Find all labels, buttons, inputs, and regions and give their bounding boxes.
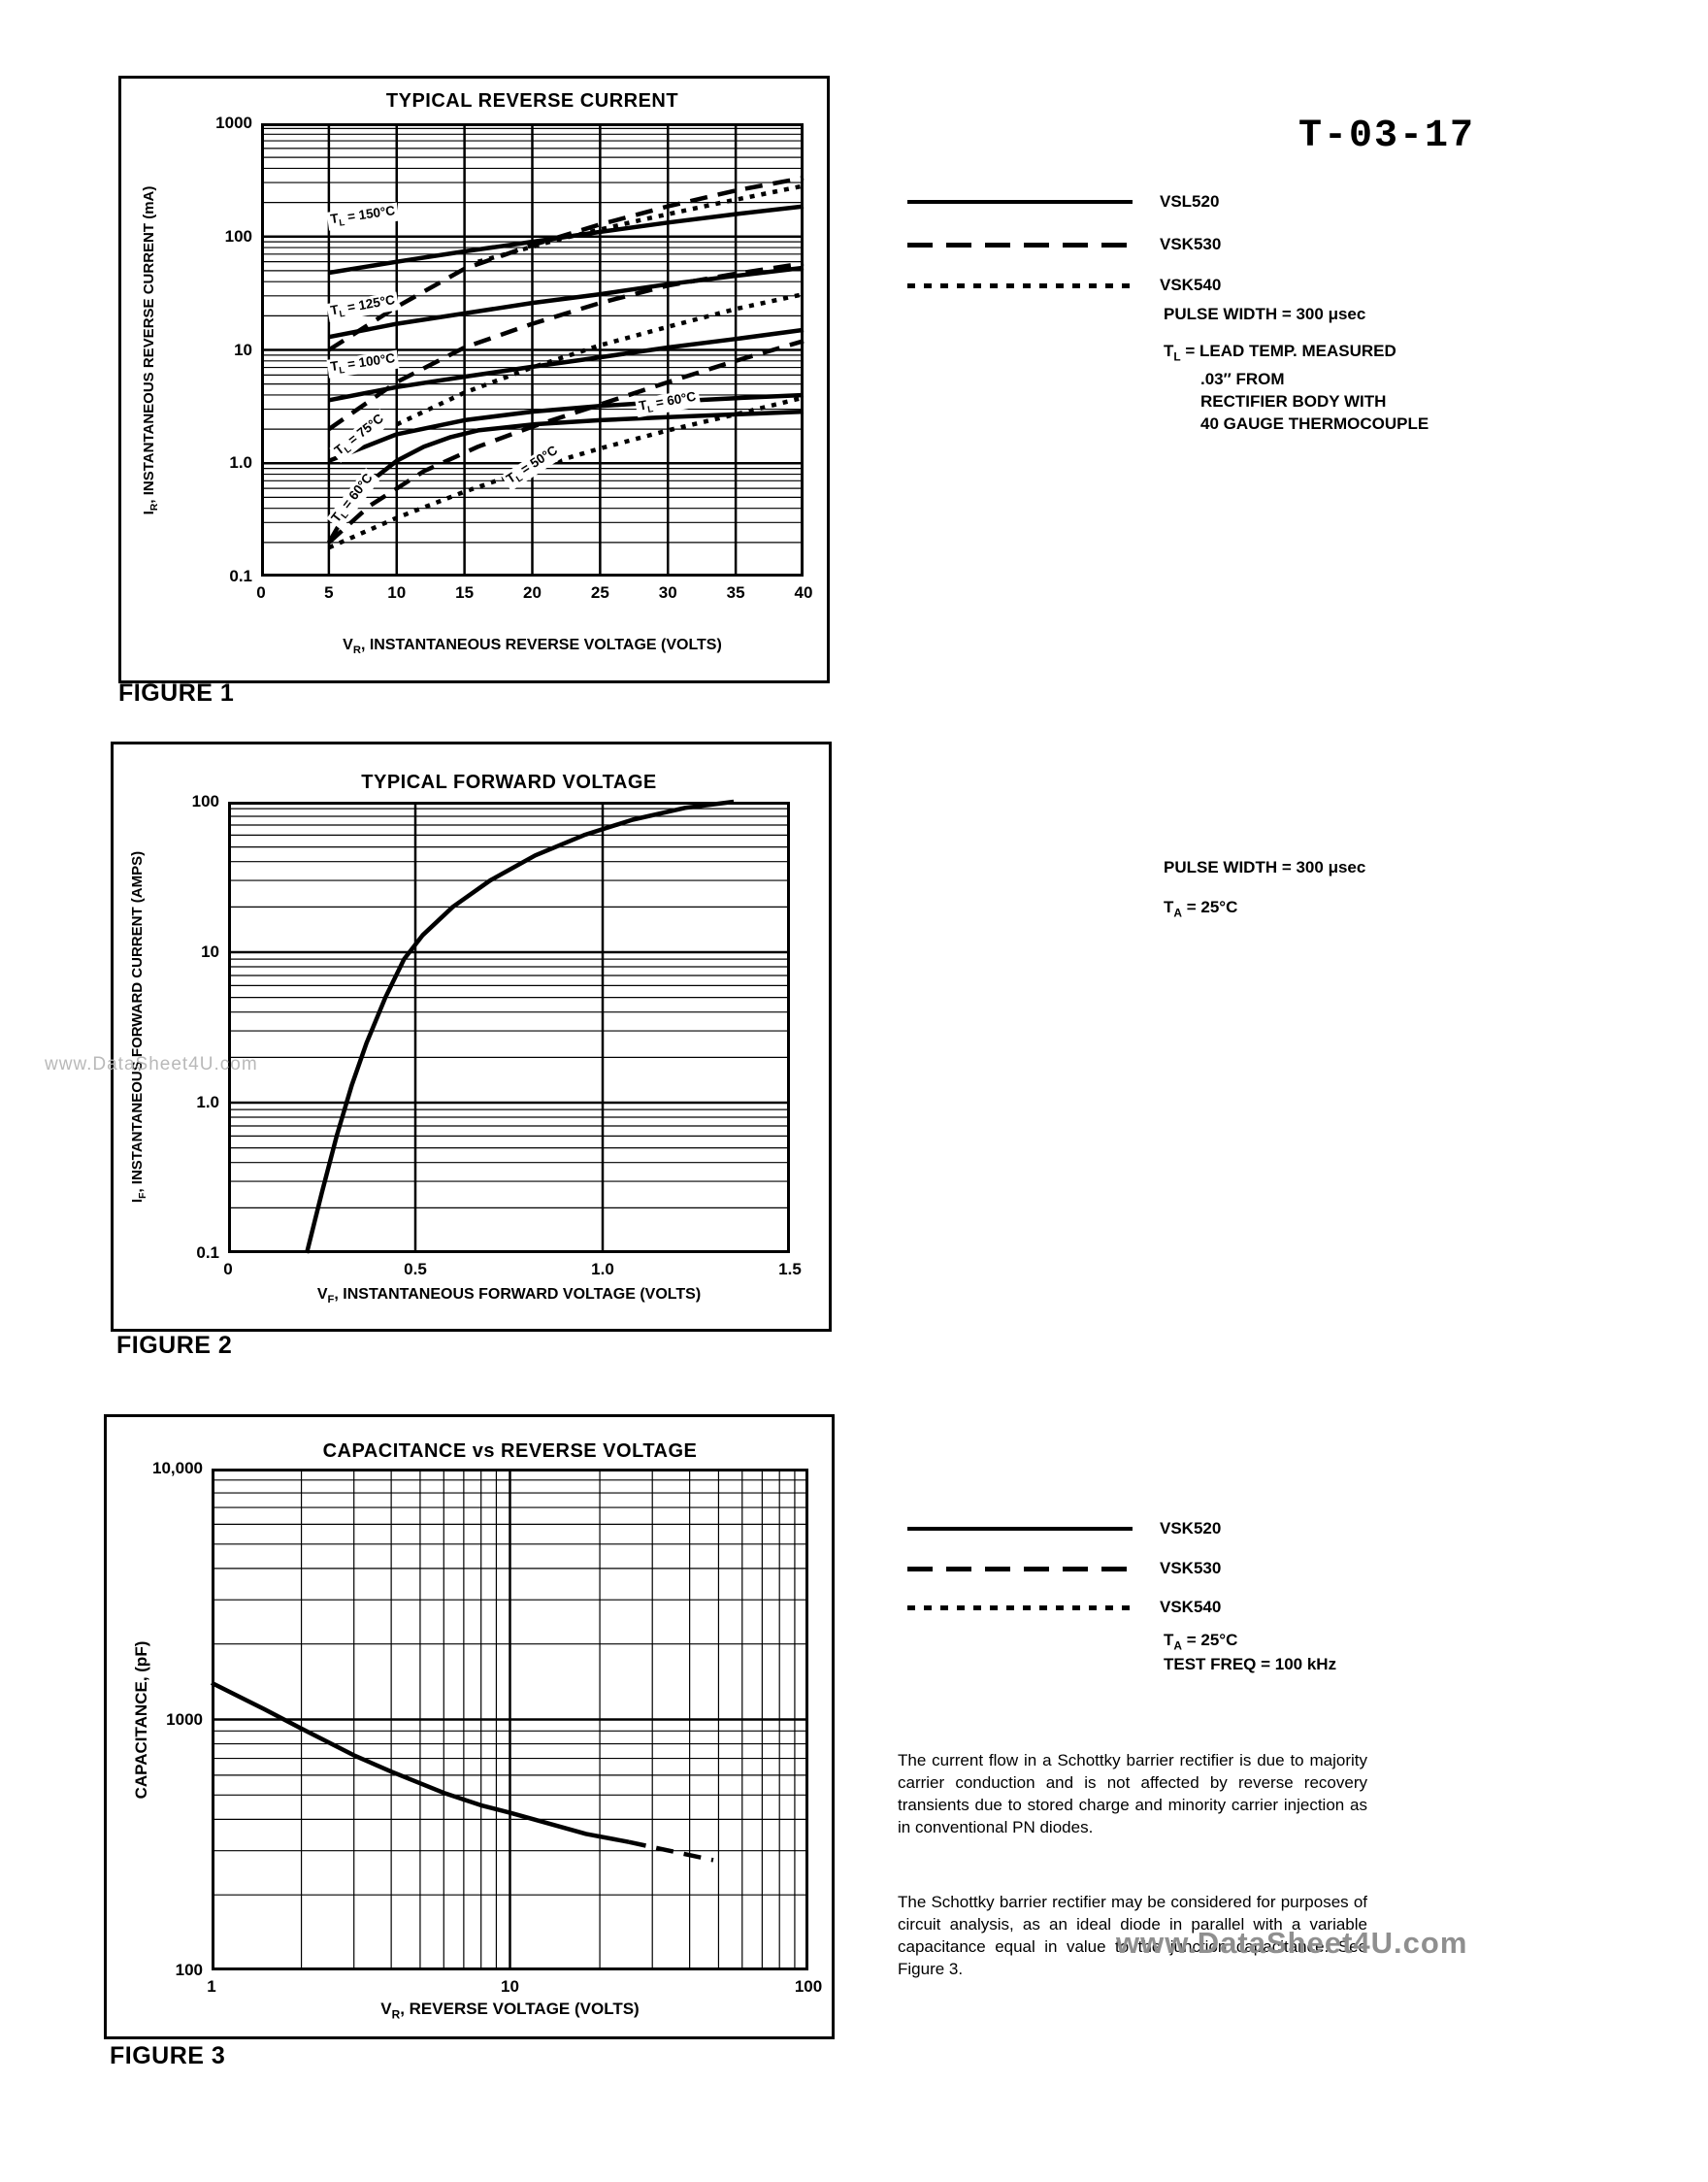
figure1-caption: FIGURE 1 bbox=[118, 679, 235, 707]
figure3-ambient-temp-note: TA = 25°C bbox=[1164, 1631, 1238, 1653]
figure3-caption: FIGURE 3 bbox=[110, 2042, 226, 2069]
figure2-y-axis-label: IF, INSTANTANEOUS FORWARD CURRENT (AMPS) bbox=[129, 850, 148, 1204]
y-tick-label: 1.0 bbox=[196, 1093, 219, 1111]
legend-label: VSK530 bbox=[1160, 1559, 1222, 1577]
figure3-x-axis-label: VR, REVERSE VOLTAGE (VOLTS) bbox=[380, 2000, 640, 2022]
figure1-legend-row-vsk530: VSK530 bbox=[907, 233, 1221, 256]
watermark-left: www.DataSheet4U.com bbox=[45, 1054, 258, 1074]
x-tick-label: 40 bbox=[794, 583, 813, 602]
figure2-ambient-temp-note: TA = 25°C bbox=[1164, 898, 1238, 920]
x-tick-label: 100 bbox=[794, 1977, 823, 1996]
series-solid bbox=[328, 265, 805, 340]
y-tick-label: 100 bbox=[191, 792, 219, 810]
chart-canvas bbox=[210, 1469, 808, 1970]
figure2-title: TYPICAL FORWARD VOLTAGE bbox=[361, 772, 657, 793]
figure3-legend-row-vsk520: VSK520 bbox=[907, 1517, 1221, 1540]
y-tick-label: 10 bbox=[201, 942, 219, 961]
x-tick-label: 30 bbox=[658, 583, 677, 602]
dotted-line-sample bbox=[907, 1604, 1133, 1610]
figure1-x-axis-label: VR, INSTANTANEOUS REVERSE VOLTAGE (VOLTS… bbox=[343, 637, 722, 657]
y-tick-label: 10,000 bbox=[152, 1459, 203, 1477]
series-solid bbox=[210, 1680, 630, 1844]
figure1-plot: 0 5 10 15 20 25 30 35 40 0.1 1.0 10 100 1000 TL = 150°… bbox=[215, 114, 812, 602]
schottky-paragraph-1: The current flow in a Schottky barrier r… bbox=[898, 1751, 1367, 1836]
figure1-legend-row-vsk540: VSK540 bbox=[907, 274, 1221, 297]
dotted-line-sample bbox=[907, 282, 1133, 288]
figure2-x-axis-label: VF, INSTANTANEOUS FORWARD VOLTAGE (VOLTS… bbox=[316, 1286, 702, 1306]
figure3-title: CAPACITANCE vs REVERSE VOLTAGE bbox=[322, 1440, 698, 1462]
dashed-line-sample bbox=[907, 242, 1133, 248]
figure2-pulse-width-note: PULSE WIDTH = 300 μsec bbox=[1164, 858, 1366, 876]
series-dashed bbox=[628, 1839, 714, 1863]
page-header-code: T-03-17 bbox=[1298, 115, 1476, 158]
legend-label: VSK540 bbox=[1160, 1598, 1222, 1616]
x-tick-label: 20 bbox=[523, 583, 542, 602]
x-tick-label: 1 bbox=[207, 1977, 216, 1996]
figure3-plot: 1 10 100 100 1000 10,000 bbox=[152, 1459, 822, 1996]
figure1-legend-row-vsl520: VSL520 bbox=[907, 190, 1219, 214]
x-tick-label: 10 bbox=[501, 1977, 519, 1996]
lead-temp-note-line: 40 GAUGE THERMOCOUPLE bbox=[1200, 414, 1429, 434]
legend-label: VSK540 bbox=[1160, 276, 1222, 294]
series-solid bbox=[328, 392, 805, 463]
y-tick-label: 10 bbox=[234, 340, 252, 359]
x-tick-label: 0 bbox=[223, 1260, 233, 1278]
figure3-y-axis-label: CAPACITANCE, (pF) bbox=[132, 1640, 150, 1800]
y-tick-label: 100 bbox=[224, 226, 252, 246]
figure2-plot: 0 0.5 1.0 1.5 0.1 1.0 10 100 bbox=[192, 792, 802, 1278]
chart-canvas bbox=[228, 799, 790, 1254]
x-tick-label: 0.5 bbox=[404, 1260, 427, 1278]
series-solid bbox=[328, 204, 805, 276]
lead-temp-note-line: .03″ FROM bbox=[1200, 370, 1285, 389]
solid-line-sample bbox=[907, 200, 1133, 204]
figure3-legend-row-vsk530: VSK530 bbox=[907, 1557, 1221, 1580]
y-tick-label: 1000 bbox=[215, 114, 252, 132]
series-dotted bbox=[327, 395, 805, 550]
figure2-caption: FIGURE 2 bbox=[116, 1332, 233, 1359]
figure3-legend-row-vsk540: VSK540 bbox=[907, 1596, 1221, 1619]
series-dashed bbox=[327, 175, 805, 352]
y-tick-label: 1.0 bbox=[229, 453, 252, 473]
figure1-title: TYPICAL REVERSE CURRENT bbox=[385, 90, 679, 112]
schottky-paragraph-2: The Schottky barrier rectifier may be co… bbox=[898, 1893, 1367, 1978]
series-solid bbox=[328, 327, 805, 403]
y-tick-label: 100 bbox=[175, 1961, 203, 1979]
series-solid bbox=[304, 799, 735, 1254]
figure3-panel: CAPACITANCE vs REVERSE VOLTAGE CAPACITAN… bbox=[104, 1414, 835, 2039]
y-tick-label: 1000 bbox=[166, 1709, 203, 1729]
y-tick-label: 0.1 bbox=[229, 567, 252, 585]
x-tick-label: 10 bbox=[387, 583, 407, 602]
lead-temp-note-line: TL = LEAD TEMP. MEASURED bbox=[1164, 342, 1396, 364]
x-tick-label: 5 bbox=[324, 583, 334, 602]
series-dashed bbox=[327, 339, 805, 545]
x-tick-label: 15 bbox=[455, 583, 475, 602]
figure2-panel: TYPICAL FORWARD VOLTAGE IF, INSTANTANEOU… bbox=[111, 742, 832, 1332]
solid-line-sample bbox=[907, 1527, 1133, 1531]
figure3-test-freq-note: TEST FREQ = 100 kHz bbox=[1164, 1655, 1337, 1673]
x-tick-label: 25 bbox=[590, 583, 609, 602]
legend-label: VSK520 bbox=[1160, 1519, 1222, 1537]
watermark-bottom: www.DataSheet4U.com bbox=[1116, 1926, 1468, 1960]
series-dashed bbox=[327, 261, 805, 431]
figure1-pulse-width-note: PULSE WIDTH = 300 μsec bbox=[1164, 305, 1366, 323]
legend-label: VSK530 bbox=[1160, 235, 1222, 253]
figure1-lead-temp-note: TL = LEAD TEMP. MEASURED .03″ FROM RECTI… bbox=[1164, 340, 1429, 435]
y-tick-label: 0.1 bbox=[196, 1243, 219, 1262]
x-tick-label: 35 bbox=[726, 583, 745, 602]
legend-label: VSL520 bbox=[1160, 192, 1220, 211]
x-tick-label: 1.5 bbox=[778, 1260, 802, 1278]
figure1-y-axis-label: IR, INSTANTANEOUS REVERSE CURRENT (mA) bbox=[141, 185, 160, 515]
x-tick-label: 0 bbox=[256, 583, 266, 602]
x-tick-label: 1.0 bbox=[591, 1260, 614, 1278]
series-dotted bbox=[476, 183, 805, 264]
lead-temp-note-line: RECTIFIER BODY WITH bbox=[1200, 392, 1387, 412]
figure1-panel: TYPICAL REVERSE CURRENT IR, INSTANTANEOU… bbox=[118, 76, 830, 683]
dashed-line-sample bbox=[907, 1566, 1133, 1571]
